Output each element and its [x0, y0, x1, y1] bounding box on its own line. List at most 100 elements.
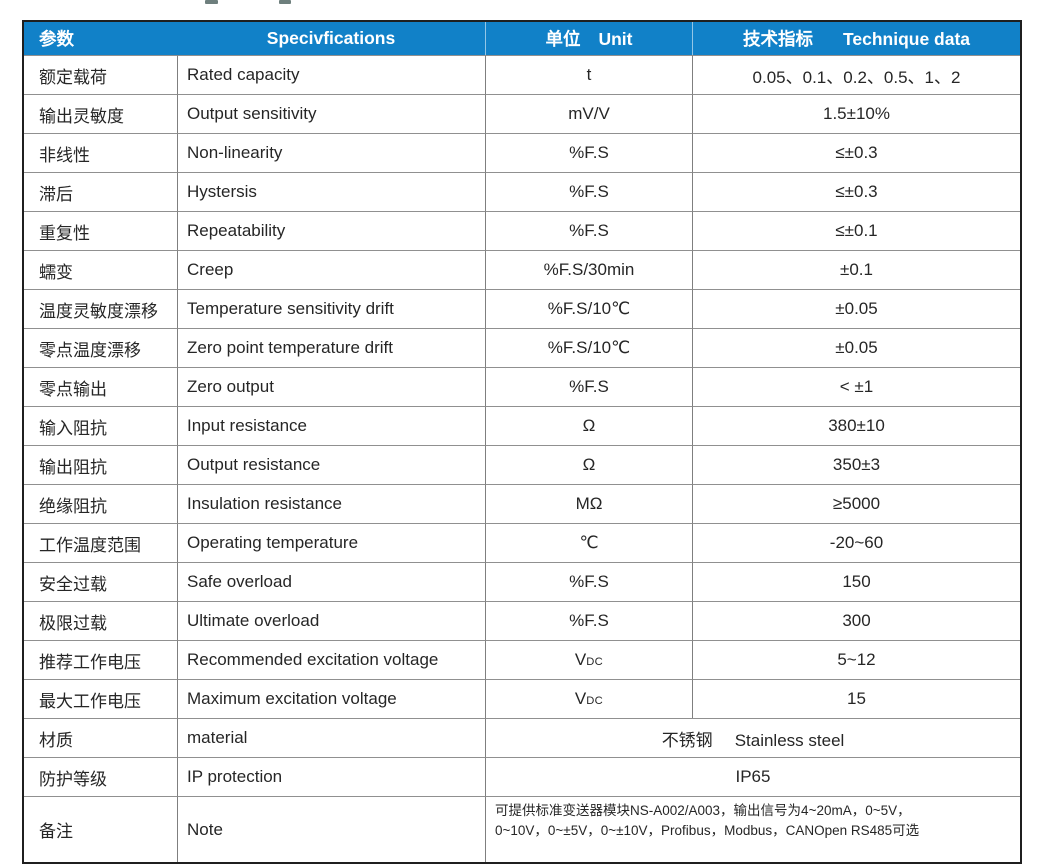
- table-row: 最大工作电压 Maximum excitation voltage VDC 15: [24, 679, 1020, 718]
- header-param: 参数: [24, 22, 177, 55]
- header-spec-label: Specivfications: [266, 28, 396, 48]
- table-row: 蠕变 Creep %F.S/30min ±0.1: [24, 250, 1020, 289]
- spec-cell: Safe overload: [177, 562, 485, 601]
- unit-cell: %F.S: [485, 211, 692, 250]
- table-row-ip: 防护等级 IP protection IP65: [24, 757, 1020, 796]
- value-cell: 380±10: [692, 406, 1020, 445]
- param-cell: 零点温度漂移: [24, 328, 177, 367]
- table-row: 滞后 Hystersis %F.S ≤±0.3: [24, 172, 1020, 211]
- value-cell: -20~60: [692, 523, 1020, 562]
- table-row: 极限过载 Ultimate overload %F.S 300: [24, 601, 1020, 640]
- value-cell: 350±3: [692, 445, 1020, 484]
- param-cell: 非线性: [24, 133, 177, 172]
- value-cell: ≤±0.3: [692, 133, 1020, 172]
- spec-cell: Insulation resistance: [177, 484, 485, 523]
- unit-subscript: DC: [586, 695, 604, 707]
- unit-cell: VDC: [485, 679, 692, 718]
- table-row: 零点温度漂移 Zero point temperature drift %F.S…: [24, 328, 1020, 367]
- value-cell: ≤±0.1: [692, 211, 1020, 250]
- header-param-label: 参数: [39, 29, 74, 49]
- spec-cell: Hystersis: [177, 172, 485, 211]
- unit-cell: t: [485, 55, 692, 94]
- spec-cell: material: [177, 718, 485, 757]
- spec-cell: Maximum excitation voltage: [177, 679, 485, 718]
- unit-cell: mV/V: [485, 94, 692, 133]
- material-value-cell: 不锈钢 Stainless steel: [485, 718, 1020, 757]
- header-specifications: Specivfications: [177, 22, 485, 55]
- table-row: 重复性 Repeatability %F.S ≤±0.1: [24, 211, 1020, 250]
- value-cell: 1.5±10%: [692, 94, 1020, 133]
- spec-cell: Output resistance: [177, 445, 485, 484]
- ip-value-cell: IP65: [485, 757, 1020, 796]
- param-cell: 最大工作电压: [24, 679, 177, 718]
- param-cell: 零点输出: [24, 367, 177, 406]
- value-cell: < ±1: [692, 367, 1020, 406]
- unit-cell: MΩ: [485, 484, 692, 523]
- param-cell: 蠕变: [24, 250, 177, 289]
- note-line-1: 可提供标准变送器模块NS-A002/A003，输出信号为4~20mA，0~5V，: [495, 803, 911, 818]
- unit-cell: %F.S/10℃: [485, 328, 692, 367]
- unit-symbol: V: [574, 650, 587, 669]
- unit-cell: %F.S: [485, 601, 692, 640]
- spec-cell: Note: [177, 796, 485, 862]
- param-cell: 输入阻抗: [24, 406, 177, 445]
- unit-cell: %F.S: [485, 172, 692, 211]
- header-unit: 单位 Unit: [485, 22, 692, 55]
- spec-cell: IP protection: [177, 757, 485, 796]
- unit-subscript: DC: [586, 656, 604, 668]
- spec-cell: Creep: [177, 250, 485, 289]
- unit-cell: %F.S/10℃: [485, 289, 692, 328]
- spec-cell: Rated capacity: [177, 55, 485, 94]
- value-cell: 5~12: [692, 640, 1020, 679]
- material-value-en: Stainless steel: [734, 730, 845, 750]
- param-cell: 额定载荷: [24, 55, 177, 94]
- value-cell: ±0.05: [692, 328, 1020, 367]
- unit-cell: VDC: [485, 640, 692, 679]
- unit-cell: ℃: [485, 523, 692, 562]
- param-cell: 材质: [24, 718, 177, 757]
- table-row: 额定载荷 Rated capacity t 0.05、0.1、0.2、0.5、1…: [24, 55, 1020, 94]
- unit-cell: %F.S: [485, 367, 692, 406]
- table-row: 非线性 Non-linearity %F.S ≤±0.3: [24, 133, 1020, 172]
- param-cell: 极限过载: [24, 601, 177, 640]
- param-cell: 滞后: [24, 172, 177, 211]
- header-technique-data: 技术指标 Technique data: [692, 22, 1020, 55]
- value-cell: ±0.1: [692, 250, 1020, 289]
- param-cell: 工作温度范围: [24, 523, 177, 562]
- value-cell: 15: [692, 679, 1020, 718]
- header-unit-en: Unit: [598, 29, 633, 49]
- cropped-text-artifact: [205, 0, 218, 4]
- unit-symbol: V: [574, 689, 587, 708]
- spec-cell: Ultimate overload: [177, 601, 485, 640]
- header-row: 参数 Specivfications 单位 Unit 技术指标 Technique …: [24, 22, 1020, 55]
- header-tech-zh: 技术指标: [742, 29, 813, 49]
- note-line-2: 0~10V，0~±5V，0~±10V，Profibus，Modbus，CANOp…: [495, 822, 920, 838]
- table-row: 推荐工作电压 Recommended excitation voltage VD…: [24, 640, 1020, 679]
- table-row: 绝缘阻抗 Insulation resistance MΩ ≥5000: [24, 484, 1020, 523]
- param-cell: 备注: [24, 796, 177, 862]
- cropped-text-artifact: [279, 0, 291, 4]
- spec-cell: Output sensitivity: [177, 94, 485, 133]
- header-tech-en: Technique data: [842, 29, 971, 49]
- spec-cell: Zero point temperature drift: [177, 328, 485, 367]
- param-cell: 推荐工作电压: [24, 640, 177, 679]
- note-value-cell: 可提供标准变送器模块NS-A002/A003，输出信号为4~20mA，0~5V，…: [485, 796, 1020, 862]
- param-cell: 温度灵敏度漂移: [24, 289, 177, 328]
- param-cell: 输出阻抗: [24, 445, 177, 484]
- spec-cell: Non-linearity: [177, 133, 485, 172]
- spec-cell: Temperature sensitivity drift: [177, 289, 485, 328]
- value-cell: ≤±0.3: [692, 172, 1020, 211]
- unit-cell: Ω: [485, 445, 692, 484]
- unit-cell: Ω: [485, 406, 692, 445]
- value-cell: 300: [692, 601, 1020, 640]
- value-cell: ±0.05: [692, 289, 1020, 328]
- param-cell: 防护等级: [24, 757, 177, 796]
- param-cell: 绝缘阻抗: [24, 484, 177, 523]
- param-cell: 安全过载: [24, 562, 177, 601]
- param-cell: 重复性: [24, 211, 177, 250]
- unit-cell: %F.S/30min: [485, 250, 692, 289]
- table-row: 输入阻抗 Input resistance Ω 380±10: [24, 406, 1020, 445]
- spec-cell: Input resistance: [177, 406, 485, 445]
- param-cell: 输出灵敏度: [24, 94, 177, 133]
- spec-cell: Zero output: [177, 367, 485, 406]
